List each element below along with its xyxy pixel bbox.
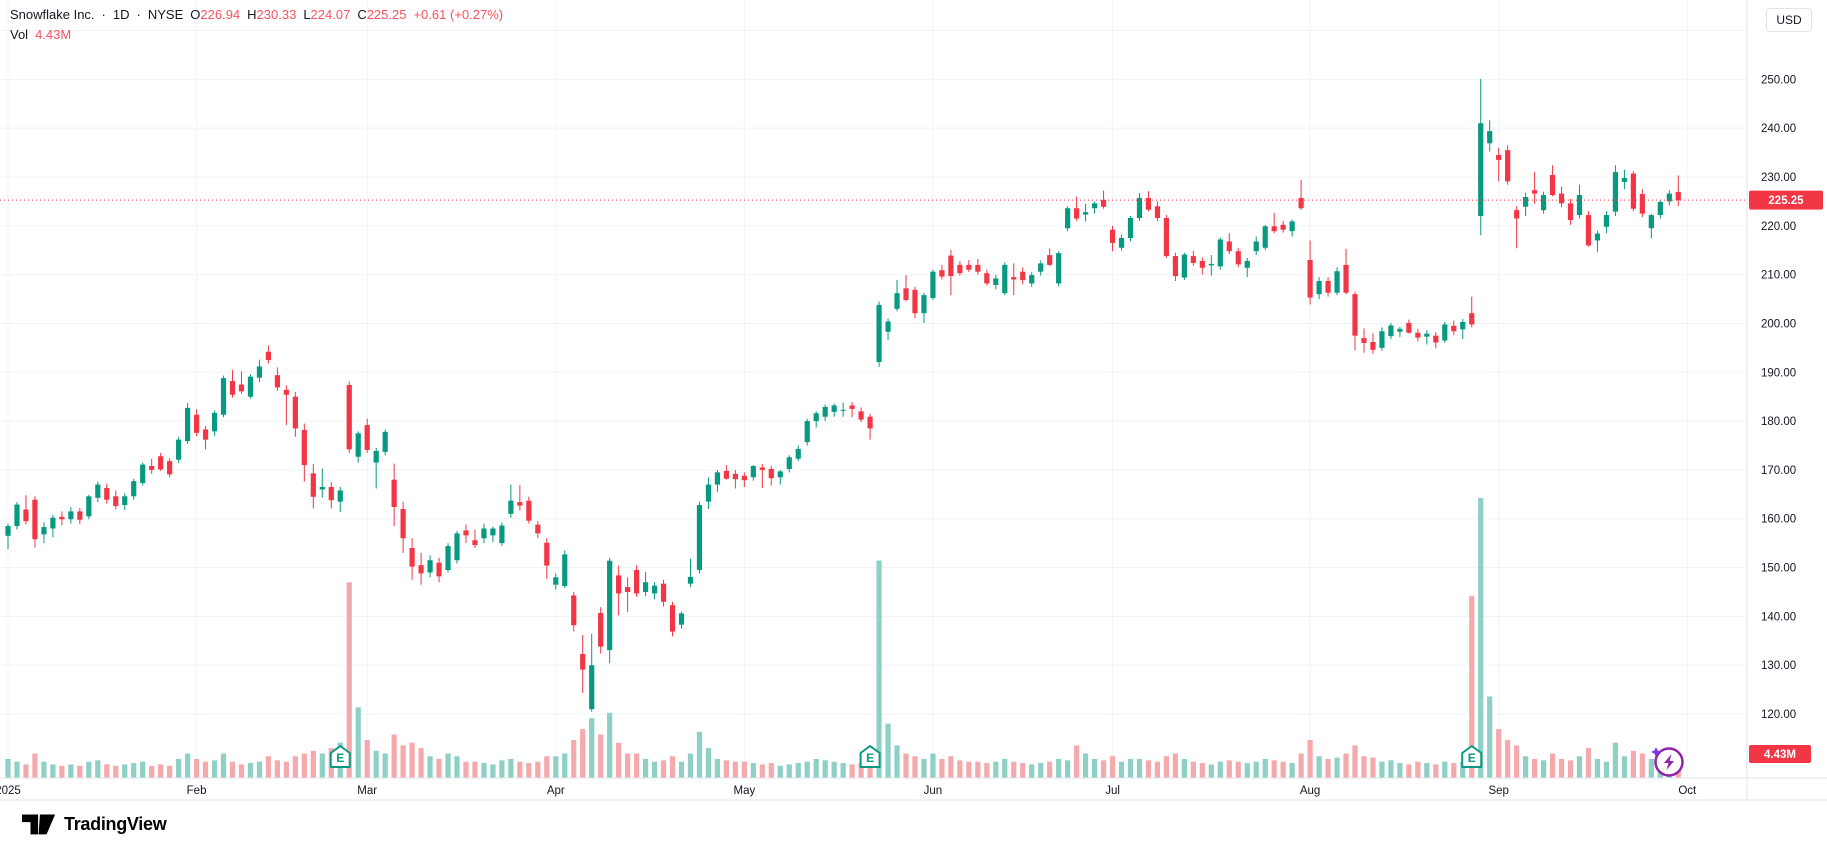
- svg-text:May: May: [733, 785, 755, 797]
- last-volume-badge: 4.43M: [1749, 745, 1811, 763]
- svg-text:Apr: Apr: [547, 785, 565, 797]
- earnings-icon[interactable]: E: [859, 745, 881, 768]
- high-value: H230.33: [247, 7, 297, 22]
- svg-text:Jun: Jun: [924, 785, 943, 797]
- svg-text:160.00: 160.00: [1761, 514, 1796, 526]
- earnings-icon[interactable]: E: [329, 745, 351, 768]
- close-value: C225.25: [357, 7, 407, 22]
- svg-text:210.00: 210.00: [1761, 270, 1796, 282]
- symbol-header[interactable]: Snowflake Inc. · 1D · NYSE O226.94 H230.…: [10, 7, 503, 22]
- svg-text:225.25: 225.25: [1768, 195, 1804, 207]
- svg-text:E: E: [866, 751, 874, 765]
- svg-text:170.00: 170.00: [1761, 465, 1796, 477]
- svg-text:Aug: Aug: [1300, 785, 1320, 797]
- svg-text:250.00: 250.00: [1761, 74, 1796, 86]
- last-price-badge: 225.25: [1749, 190, 1823, 210]
- svg-text:180.00: 180.00: [1761, 416, 1796, 428]
- svg-text:150.00: 150.00: [1761, 563, 1796, 575]
- tradingview-logo-text: TradingView: [64, 813, 167, 834]
- interval-value: 1D: [112, 7, 130, 22]
- price-gridlines: [0, 30, 1747, 715]
- currency-badge[interactable]: USD: [1766, 8, 1812, 32]
- change-value: +0.61 (+0.27%): [413, 7, 504, 22]
- svg-text:E: E: [1468, 751, 1476, 765]
- earnings-icon[interactable]: E: [1461, 745, 1483, 768]
- volume-legend[interactable]: Vol 4.43M: [10, 27, 71, 42]
- volume-value: 4.43M: [35, 27, 72, 42]
- svg-text:200.00: 200.00: [1761, 318, 1796, 330]
- svg-text:Mar: Mar: [357, 785, 377, 797]
- svg-text:140.00: 140.00: [1761, 611, 1796, 623]
- svg-text:190.00: 190.00: [1761, 367, 1796, 379]
- volume-bars: [5, 498, 1681, 778]
- svg-text:Feb: Feb: [187, 785, 207, 797]
- volume-label: Vol: [10, 27, 29, 42]
- exchange-name: NYSE: [147, 7, 184, 22]
- tradingview-logo[interactable]: TradingView: [22, 809, 167, 839]
- symbol-name: Snowflake Inc.: [10, 7, 95, 22]
- svg-text:2025: 2025: [0, 785, 21, 797]
- svg-text:220.00: 220.00: [1761, 221, 1796, 233]
- price-axis-labels[interactable]: 250.00 240.00 230.00 220.00 210.00 200.00 190.…: [1761, 74, 1796, 721]
- candlesticks: [5, 78, 1681, 712]
- svg-text:Jul: Jul: [1105, 785, 1120, 797]
- axis-dividers: [0, 0, 1827, 801]
- low-value: L224.07: [303, 7, 351, 22]
- tradingview-logo-icon: [22, 814, 56, 835]
- svg-text:120.00: 120.00: [1761, 709, 1796, 721]
- separator: ·: [101, 7, 106, 22]
- separator: ·: [136, 7, 141, 22]
- svg-text:240.00: 240.00: [1761, 123, 1796, 135]
- supercharts-lightning-icon[interactable]: [1651, 747, 1684, 777]
- svg-text:Oct: Oct: [1678, 785, 1697, 797]
- time-axis-labels[interactable]: 2025 Feb Mar Apr May Jun Jul Aug Sep Oct: [0, 785, 1697, 797]
- open-value: O226.94: [190, 7, 241, 22]
- month-gridlines: [7, 0, 1688, 778]
- svg-text:230.00: 230.00: [1761, 172, 1796, 184]
- svg-text:Sep: Sep: [1488, 785, 1508, 797]
- svg-text:4.43M: 4.43M: [1764, 749, 1796, 761]
- svg-text:E: E: [336, 751, 344, 765]
- svg-text:130.00: 130.00: [1761, 660, 1796, 672]
